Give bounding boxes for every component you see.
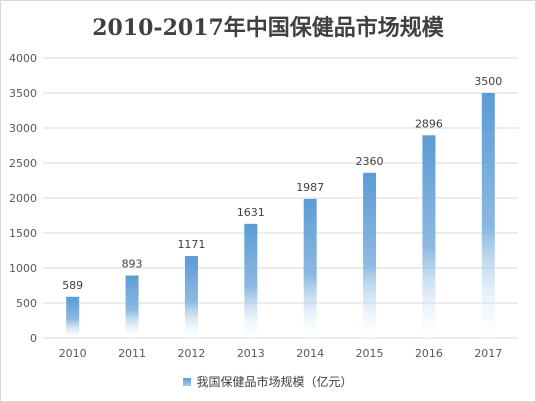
bar-2016 <box>422 135 436 338</box>
bar-2015 <box>363 172 377 338</box>
y-tick-label: 2000 <box>9 192 37 205</box>
x-tick-label: 2015 <box>356 347 384 360</box>
data-label: 3500 <box>474 75 502 88</box>
bar-2011 <box>125 275 139 338</box>
gridlines <box>43 57 518 339</box>
bar-2014 <box>303 198 317 338</box>
data-label: 2360 <box>356 155 384 168</box>
bars <box>66 93 495 338</box>
x-tick-label: 2011 <box>118 347 146 360</box>
y-tick-label: 1500 <box>9 227 37 240</box>
chart-title: 2010-2017年中国保健品市场规模 <box>92 15 444 41</box>
x-tick-label: 2010 <box>59 347 87 360</box>
x-tick-label: 2013 <box>237 347 265 360</box>
x-tick-label: 2012 <box>177 347 205 360</box>
y-tick-label: 500 <box>16 297 37 310</box>
bar-2012 <box>184 256 198 338</box>
data-label: 1171 <box>177 238 205 251</box>
legend: 我国保健品市场规模（亿元） <box>0 373 536 390</box>
data-label: 893 <box>122 257 143 270</box>
data-label: 2896 <box>415 117 443 130</box>
x-tick-label: 2014 <box>296 347 324 360</box>
data-labels: 589 893 1171 1631 1987 2360 2896 3500 <box>62 75 502 292</box>
x-axis-ticks: 2010 2011 2012 2013 2014 2015 2016 2017 <box>59 347 503 360</box>
y-axis-ticks: 0 500 1000 1500 2000 2500 3000 3500 4000 <box>9 52 37 345</box>
y-tick-label: 3000 <box>9 122 37 135</box>
y-tick-label: 1000 <box>9 262 37 275</box>
y-tick-label: 0 <box>30 332 37 345</box>
bar-2017 <box>481 93 495 338</box>
y-tick-label: 2500 <box>9 157 37 170</box>
bar-2010 <box>66 296 80 338</box>
data-label: 1631 <box>237 206 265 219</box>
x-tick-label: 2017 <box>474 347 502 360</box>
data-label: 589 <box>62 279 83 292</box>
x-tick-label: 2016 <box>415 347 443 360</box>
data-label: 1987 <box>296 181 324 194</box>
bar-2013 <box>244 223 258 338</box>
legend-label: 我国保健品市场规模（亿元） <box>196 375 353 389</box>
y-tick-label: 4000 <box>9 52 37 65</box>
y-tick-label: 3500 <box>9 87 37 100</box>
legend-swatch <box>183 377 192 386</box>
